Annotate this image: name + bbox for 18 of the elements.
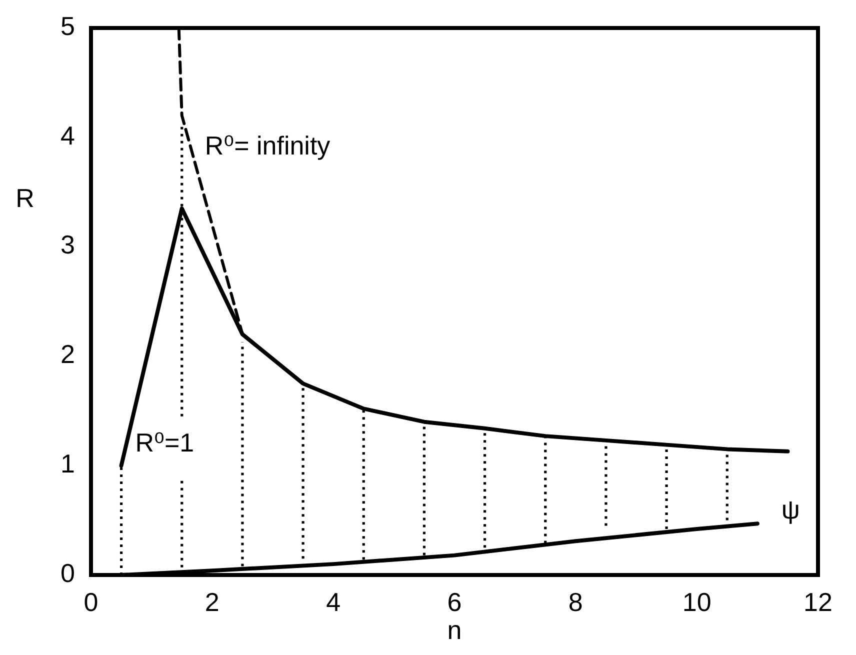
series-label: ψ xyxy=(781,494,800,524)
series-label: R⁰=1 xyxy=(135,427,194,458)
x-tick-label: 10 xyxy=(682,587,712,617)
x-tick-label: 0 xyxy=(84,587,98,617)
y-tick-label: 4 xyxy=(60,120,75,150)
y-tick-label: 2 xyxy=(60,339,75,370)
y-tick-label: 0 xyxy=(60,558,75,588)
x-axis-title: n xyxy=(447,615,462,645)
x-tick-label: 2 xyxy=(204,587,220,617)
y-tick-label: 3 xyxy=(60,230,75,260)
y-tick-label: 5 xyxy=(60,10,75,41)
y-tick-label: 1 xyxy=(60,448,75,478)
x-tick-label: 8 xyxy=(568,587,583,617)
series-label: R⁰= infinity xyxy=(204,130,330,160)
y-axis-title: R xyxy=(16,182,34,213)
x-tick-label: 4 xyxy=(326,587,341,617)
x-tick-label: 6 xyxy=(447,587,462,617)
x-tick-label: 12 xyxy=(804,587,832,617)
